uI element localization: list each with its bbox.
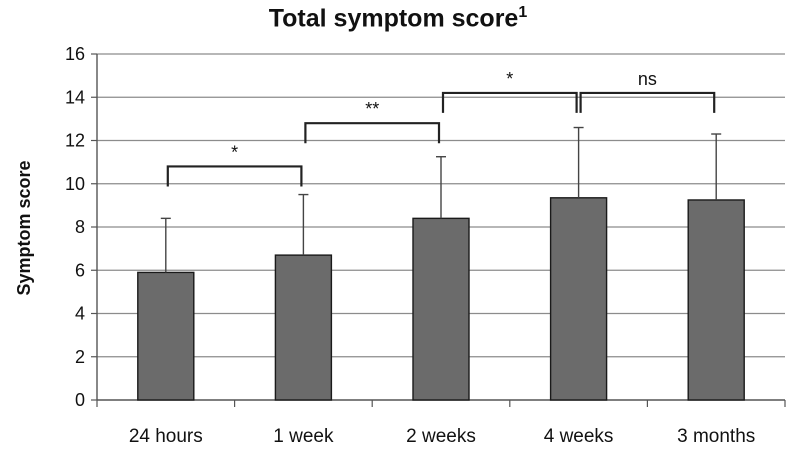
x-tick-label: 2 weeks bbox=[406, 426, 476, 447]
significance-label: ns bbox=[638, 69, 657, 89]
bar bbox=[274, 254, 333, 401]
bar bbox=[687, 199, 745, 401]
y-axis-label: Symptom score bbox=[14, 160, 34, 295]
significance-bracket bbox=[166, 165, 303, 187]
significance-label: * bbox=[506, 69, 513, 89]
chart-title-superscript: 1 bbox=[518, 4, 528, 21]
gridlines bbox=[97, 53, 785, 358]
x-tick-label: 1 week bbox=[273, 426, 334, 447]
x-tick-label: 4 weeks bbox=[544, 426, 614, 447]
bar bbox=[137, 271, 195, 401]
x-tick-label: 3 months bbox=[677, 426, 755, 447]
significance-label: ** bbox=[365, 99, 379, 119]
chart-title: Total symptom score1 bbox=[0, 4, 796, 33]
significance-brackets: **** ns bbox=[166, 69, 716, 187]
y-tick-label: 12 bbox=[65, 131, 85, 151]
significance-bracket bbox=[579, 91, 716, 113]
y-tick-label: 8 bbox=[75, 217, 85, 237]
bars bbox=[137, 197, 745, 401]
error-bars bbox=[160, 126, 722, 273]
significance-bracket bbox=[441, 91, 578, 113]
y-tick-label: 6 bbox=[75, 260, 85, 280]
y-tick-label: 14 bbox=[65, 87, 85, 107]
x-axis: 24 hours 1 week 2 weeks 4 weeks 3 months bbox=[96, 399, 786, 447]
chart-title-text: Total symptom score bbox=[268, 4, 519, 33]
bar bbox=[412, 217, 470, 401]
y-axis: 0 2 4 6 8 10 12 14 16 bbox=[65, 44, 98, 410]
y-tick-label: 0 bbox=[75, 390, 85, 410]
significance-label: * bbox=[231, 142, 238, 162]
y-tick-label: 4 bbox=[75, 304, 85, 324]
significance-bracket bbox=[304, 122, 441, 144]
y-tick-label: 16 bbox=[65, 44, 85, 64]
y-tick-label: 10 bbox=[65, 174, 85, 194]
x-tick-label: 24 hours bbox=[129, 426, 203, 447]
bar bbox=[549, 197, 608, 401]
y-tick-label: 2 bbox=[75, 347, 85, 367]
